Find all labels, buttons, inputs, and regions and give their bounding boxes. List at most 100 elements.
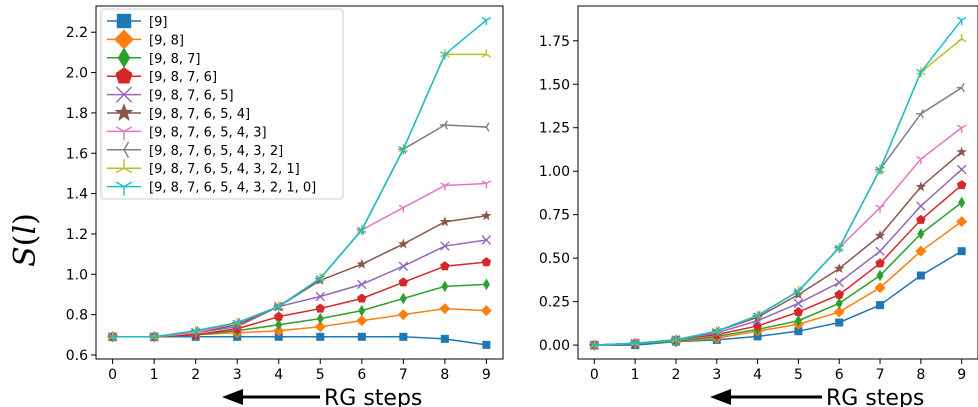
data-point-0-0-6	[357, 332, 366, 341]
data-point-1-4-7	[875, 246, 885, 256]
data-point-1-3-6	[834, 289, 844, 299]
x-tick-label-1-9: 9	[957, 367, 966, 383]
data-point-1-2-9	[958, 196, 966, 209]
data-point-0-2-6	[358, 304, 366, 317]
x-tick-label-0-0: 0	[108, 367, 117, 383]
data-point-1-6-9	[956, 124, 967, 133]
left-x-axis-label-group: RG steps	[222, 386, 422, 407]
data-point-0-5-6	[356, 258, 368, 269]
data-point-0-9-7	[398, 146, 409, 155]
x-tick-label-1-7: 7	[876, 367, 885, 383]
y-tick-label-1-7: 1.75	[539, 34, 570, 50]
series-0-6	[107, 180, 492, 342]
legend-label-1: [9, 8]	[149, 33, 184, 48]
data-point-0-3-8	[440, 261, 450, 271]
series-line-0-5	[112, 215, 487, 338]
series-1-4	[589, 164, 967, 350]
data-point-0-2-9	[482, 278, 490, 291]
data-point-1-2-8	[917, 228, 925, 240]
y-tick-label-0-1: 0.8	[66, 308, 88, 324]
data-point-0-9-3	[232, 319, 242, 328]
data-point-0-5-9	[481, 210, 492, 221]
y-tick-label-1-0: 0.00	[539, 338, 570, 354]
y-tick-label-0-0: 0.6	[66, 348, 88, 364]
data-point-0-1-4	[273, 325, 285, 337]
data-point-0-1-5	[314, 321, 326, 333]
data-point-0-1-6	[356, 315, 368, 327]
series-line-0-0	[112, 336, 487, 346]
data-point-0-2-8	[441, 280, 449, 293]
data-point-1-9-2	[671, 336, 681, 345]
series-line-0-6	[112, 182, 487, 338]
data-point-1-4-9	[956, 164, 967, 175]
series-line-1-2	[594, 201, 963, 346]
data-point-0-2-4	[275, 318, 283, 331]
data-point-0-8-9	[481, 49, 492, 58]
legend-marker-3	[115, 67, 133, 84]
x-tick-label-0-4: 4	[274, 367, 283, 383]
y-tick-label-0-4: 1.4	[66, 187, 88, 203]
legend-marker-8	[115, 159, 133, 174]
data-point-0-3-4	[273, 311, 284, 321]
y-tick-label-1-2: 0.50	[539, 251, 570, 267]
series-line-0-3	[112, 261, 487, 338]
y-tick-label-1-4: 1.00	[539, 164, 570, 180]
legend-label-4: [9, 8, 7, 6, 5]	[149, 89, 234, 104]
legend-label-6: [9, 8, 7, 6, 5, 4, 3]	[149, 125, 267, 140]
legend-label-7: [9, 8, 7, 6, 5, 4, 3, 2]	[149, 144, 283, 159]
data-point-0-5-8	[439, 216, 451, 227]
data-point-0-9-2	[190, 327, 201, 336]
data-point-1-1-8	[915, 245, 927, 257]
data-point-1-3-5	[793, 307, 804, 317]
y-axis-label: S(l)	[8, 213, 43, 267]
axes-frame-0	[95, 5, 504, 360]
data-point-1-0-5	[794, 327, 803, 336]
data-point-0-6-9	[481, 180, 492, 189]
data-point-0-0-7	[399, 332, 408, 341]
data-point-0-1-8	[439, 303, 451, 315]
data-point-0-9-0	[107, 333, 118, 342]
series-line-1-9	[594, 19, 963, 346]
data-point-0-0-5	[316, 332, 325, 341]
data-point-0-9-4	[274, 303, 284, 312]
data-point-0-9-1	[149, 333, 159, 342]
data-point-1-9-5	[793, 288, 804, 297]
y-tick-label-1-3: 0.75	[539, 208, 570, 224]
x-tick-label-1-5: 5	[794, 367, 803, 383]
data-point-0-2-5	[316, 312, 324, 325]
y-tick-label-1-5: 1.25	[539, 121, 570, 137]
right-x-axis-label: RG steps	[826, 386, 924, 407]
data-point-0-5-7	[398, 238, 409, 249]
legend-marker-9	[115, 181, 133, 196]
data-point-0-6-8	[440, 182, 450, 191]
legend-marker-6	[115, 126, 133, 141]
data-point-1-5-7	[874, 230, 886, 240]
series-1-9	[589, 16, 967, 351]
data-point-0-4-6	[357, 279, 367, 290]
legend-marker-5	[114, 103, 134, 122]
data-point-0-1-9	[480, 305, 492, 317]
legend-label-8: [9, 8, 7, 6, 5, 4, 3, 2, 1]	[149, 162, 300, 177]
data-point-0-9-6	[357, 226, 367, 235]
data-point-1-1-9	[956, 216, 968, 228]
data-point-0-9-5	[315, 275, 325, 284]
x-tick-label-0-2: 2	[191, 367, 200, 383]
x-tick-label-0-5: 5	[316, 367, 325, 383]
legend: [9] [9, 8] [9, 8, 7] [9, 8, 7, 6] [9, 8, 7, …	[100, 8, 344, 200]
y-tick-label-0-7: 2.0	[66, 66, 88, 82]
y-tick-label-1-6: 1.50	[539, 77, 570, 93]
right-panel: 0 1 2 3 4 5 6 7 8 9 0.00 0.25 0.50 0.75 1.00 1.25 1.50 1.…	[539, 5, 978, 383]
axes-frame-1	[577, 5, 978, 360]
data-point-0-4-5	[315, 291, 326, 302]
data-point-0-3-5	[315, 303, 326, 313]
data-point-0-4-7	[398, 261, 409, 271]
data-point-1-8-9	[956, 34, 967, 43]
data-point-1-4-5	[793, 298, 804, 309]
data-point-1-9-8	[916, 68, 926, 78]
x-tick-label-0-7: 7	[399, 367, 408, 383]
data-point-1-9-6	[834, 244, 844, 253]
x-tick-label-1-6: 6	[835, 367, 844, 383]
data-point-1-0-9	[957, 247, 966, 256]
legend-label-9: [9, 8, 7, 6, 5, 4, 3, 2, 1, 0]	[149, 181, 316, 196]
